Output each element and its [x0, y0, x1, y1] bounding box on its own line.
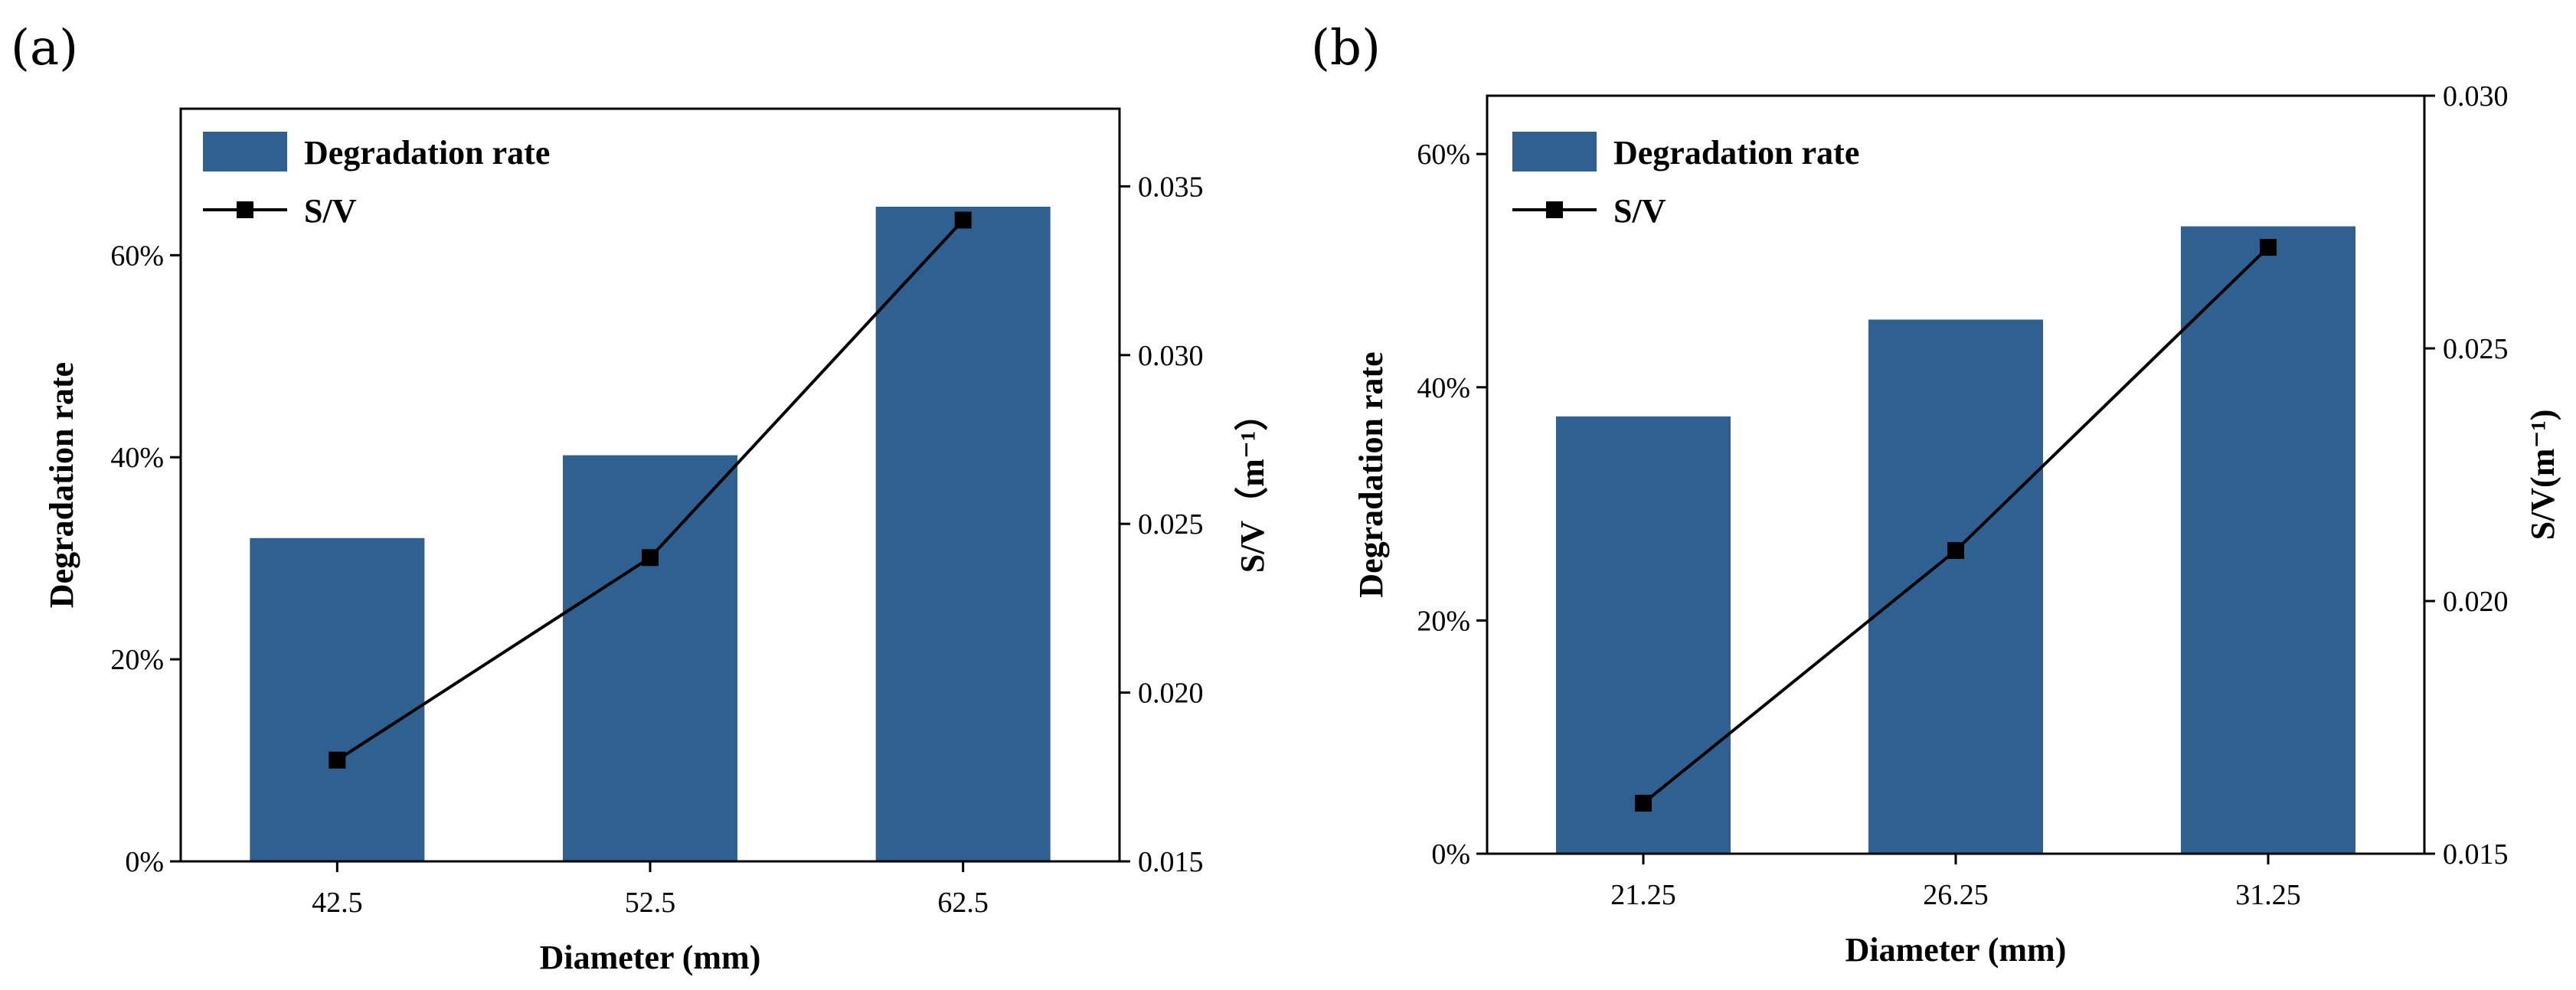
x-axis-title: Diameter (mm): [540, 939, 761, 976]
bar-26.25: [1868, 319, 2043, 854]
x-axis-title: Diameter (mm): [1845, 931, 2067, 969]
chart-panel-a: (a) 0% 20% 40% 60% 0.015 0.020 0.025 0.030 0.035 4…: [11, 20, 1271, 976]
bar-62.5: [875, 206, 1051, 861]
y2-tick-label: 0.030: [2443, 80, 2509, 113]
y-tick-label: 20%: [110, 644, 164, 676]
legend-bar-swatch: [1512, 132, 1597, 172]
y2-tick-label: 0.025: [2443, 333, 2509, 365]
legend-bar-label: Degradation rate: [1613, 134, 1859, 172]
y-tick-label: 60%: [110, 240, 164, 272]
y2-tick-label: 0.015: [2443, 838, 2509, 871]
legend-line-label: S/V: [304, 192, 357, 230]
y-tick-label: 0%: [1431, 838, 1470, 871]
x-tick-label: 42.5: [312, 887, 363, 919]
y2-axis-title: S/V（m⁻¹）: [1234, 397, 1271, 573]
chart-panel-b: (b) 0% 20% 40% 60% 0.015 0.020 0.025 0.030 21.25 2…: [1311, 20, 2561, 969]
sv-point-62.5: [954, 211, 972, 229]
y2-tick-label: 0.020: [2443, 586, 2509, 618]
x-tick-label: 52.5: [625, 887, 676, 919]
legend-line-marker: [1546, 201, 1563, 218]
y-tick-label: 60%: [1417, 139, 1470, 171]
y-axis-title: Degradation rate: [1352, 351, 1390, 597]
x-tick-label: 31.25: [2235, 879, 2301, 911]
sv-point-52.5: [642, 549, 659, 567]
bar-21.25: [1556, 416, 1731, 854]
y-axis-title: Degradation rate: [43, 362, 80, 608]
y2-tick-label: 0.035: [1138, 171, 1204, 203]
y2-tick-label: 0.020: [1138, 678, 1204, 710]
y-tick-label: 20%: [1417, 605, 1470, 637]
y2-tick-label: 0.025: [1138, 508, 1204, 541]
sv-point-42.5: [329, 751, 346, 769]
y-tick-label: 40%: [110, 442, 164, 474]
y-tick-label: 40%: [1417, 372, 1470, 404]
y2-axis-title: S/V(m⁻¹): [2524, 410, 2561, 541]
panel-label: (a): [11, 20, 78, 77]
x-tick-label: 21.25: [1610, 879, 1676, 911]
sv-point-31.25: [2260, 239, 2277, 256]
sv-point-21.25: [1635, 795, 1652, 812]
legend-line-marker: [237, 201, 253, 218]
legend-bar-label: Degradation rate: [304, 134, 550, 172]
y-tick-label: 0%: [125, 846, 164, 878]
y2-tick-label: 0.030: [1138, 340, 1204, 372]
legend-line-label: S/V: [1613, 192, 1666, 230]
panel-label: (b): [1311, 20, 1381, 77]
y2-tick-label: 0.015: [1138, 846, 1204, 878]
x-tick-label: 62.5: [937, 887, 989, 919]
x-tick-label: 26.25: [1923, 879, 1989, 911]
bar-42.5: [250, 537, 425, 861]
bar-31.25: [2181, 226, 2355, 854]
legend-bar-swatch: [203, 132, 287, 172]
sv-point-26.25: [1947, 542, 1964, 559]
bar-52.5: [563, 455, 737, 861]
